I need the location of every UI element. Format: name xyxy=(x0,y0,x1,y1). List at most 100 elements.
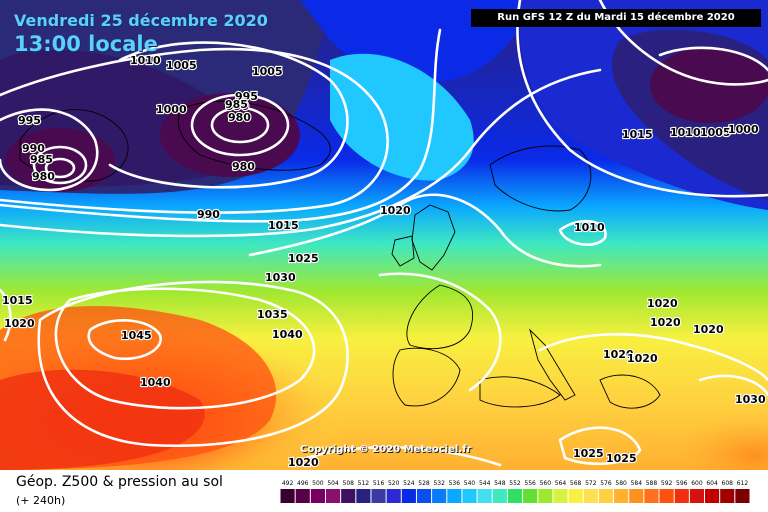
pressure-label: 990 xyxy=(226,100,249,113)
legend-label: 592 xyxy=(661,480,673,487)
legend-label: 496 xyxy=(297,480,309,487)
pressure-label: 1010 xyxy=(670,126,701,139)
legend-swatch xyxy=(659,489,674,503)
legend-label: 504 xyxy=(327,480,339,487)
pressure-label: 1025 xyxy=(573,447,604,460)
pressure-label: 1000 xyxy=(156,103,187,116)
pressure-label: 985 xyxy=(30,153,53,166)
color-legend: 492 496 500 504 508 512 516 520 524 528 532 536 540 5… xyxy=(280,480,750,503)
legend-label: 596 xyxy=(676,480,688,487)
forecast-time: 13:00 locale xyxy=(14,32,158,56)
legend-label: 556 xyxy=(524,480,536,487)
pressure-label: 1045 xyxy=(121,329,152,342)
pressure-label: 1010 xyxy=(130,54,161,67)
legend-swatch xyxy=(477,489,492,503)
legend-label: 500 xyxy=(312,480,324,487)
pressure-label: 1015 xyxy=(2,294,33,307)
pressure-label: 1015 xyxy=(622,128,653,141)
legend-swatch xyxy=(462,489,477,503)
weather-map: 995 1010 1005 1005 1000 995 990 985 980 … xyxy=(0,0,768,470)
legend-label: 508 xyxy=(343,480,355,487)
legend-swatch xyxy=(295,489,310,503)
legend-label: 568 xyxy=(570,480,582,487)
legend-label: 540 xyxy=(464,480,476,487)
forecast-range: (+ 240h) xyxy=(16,494,66,507)
pressure-label: 1030 xyxy=(265,271,296,284)
legend-label: 564 xyxy=(555,480,567,487)
pressure-label: 1005 xyxy=(700,126,731,139)
pressure-label: 980 xyxy=(228,111,251,124)
legend-swatch xyxy=(568,489,583,503)
legend-label: 516 xyxy=(373,480,385,487)
legend-swatch xyxy=(325,489,341,503)
legend-label: 576 xyxy=(600,480,612,487)
pressure-label: 1020 xyxy=(4,317,35,330)
pressure-label: 1020 xyxy=(288,456,319,469)
pressure-label: 1000 xyxy=(728,123,759,136)
pressure-label: 1015 xyxy=(268,219,299,232)
legend-swatch xyxy=(523,489,538,503)
forecast-date: Vendredi 25 décembre 2020 xyxy=(14,11,268,30)
legend-swatch xyxy=(280,489,295,503)
legend-swatch xyxy=(614,489,629,503)
legend-label: 608 xyxy=(722,480,734,487)
pressure-label: 995 xyxy=(18,114,41,127)
legend-label: 536 xyxy=(449,480,461,487)
pressure-label: 995 xyxy=(235,90,258,103)
legend-swatch xyxy=(689,489,705,503)
pressure-label: 1035 xyxy=(257,308,288,321)
legend-label: 604 xyxy=(706,480,718,487)
legend-swatch xyxy=(538,489,553,503)
legend-swatch xyxy=(720,489,735,503)
legend-label: 524 xyxy=(403,480,415,487)
pressure-label: 1020 xyxy=(650,316,681,329)
pressure-label: 1020 xyxy=(380,204,411,217)
legend-label: 548 xyxy=(494,480,506,487)
legend-label: 600 xyxy=(691,480,703,487)
legend-swatch xyxy=(735,489,750,503)
legend-swatch xyxy=(416,489,432,503)
pressure-label: 1025 xyxy=(288,252,319,265)
legend-label: 560 xyxy=(540,480,552,487)
legend-swatch xyxy=(705,489,720,503)
legend-label: 572 xyxy=(585,480,597,487)
legend-swatch xyxy=(432,489,447,503)
pressure-label: 1020 xyxy=(647,297,678,310)
legend-label: 584 xyxy=(631,480,643,487)
legend-label: 492 xyxy=(282,480,294,487)
legend-swatch xyxy=(644,489,659,503)
pressure-label: 1020 xyxy=(693,323,724,336)
pressure-label: 1025 xyxy=(606,452,637,465)
legend-swatch xyxy=(447,489,462,503)
pressure-label: 1010 xyxy=(574,221,605,234)
legend-swatch xyxy=(553,489,568,503)
legend-label: 588 xyxy=(646,480,658,487)
legend-swatch xyxy=(507,489,523,503)
pressure-label: 1020 xyxy=(603,348,634,361)
legend-swatch xyxy=(674,489,689,503)
legend-label: 520 xyxy=(388,480,400,487)
legend-swatch xyxy=(371,489,386,503)
pressure-label: 985 xyxy=(225,98,248,111)
pressure-label: 1030 xyxy=(735,393,766,406)
legend-label: 512 xyxy=(358,480,370,487)
legend-swatch xyxy=(583,489,598,503)
pressure-label: 1020 xyxy=(627,352,658,365)
legend-label: 580 xyxy=(615,480,627,487)
pressure-label: 1040 xyxy=(140,376,171,389)
pressure-label: 990 xyxy=(197,208,220,221)
legend-swatch xyxy=(310,489,325,503)
isobars xyxy=(0,0,768,465)
pressure-label: 980 xyxy=(32,170,55,183)
legend-label: 552 xyxy=(509,480,521,487)
pressure-label: 990 xyxy=(22,142,45,155)
pressure-label: 1005 xyxy=(166,59,197,72)
legend-swatch xyxy=(356,489,371,503)
legend-label: 532 xyxy=(433,480,445,487)
pressure-label: 1005 xyxy=(252,65,283,78)
legend-swatch xyxy=(341,489,356,503)
copyright: Copyright © 2020 Meteociel.fr xyxy=(300,444,472,455)
legend-swatch xyxy=(386,489,401,503)
legend-label: 544 xyxy=(479,480,491,487)
legend-swatch xyxy=(598,489,614,503)
